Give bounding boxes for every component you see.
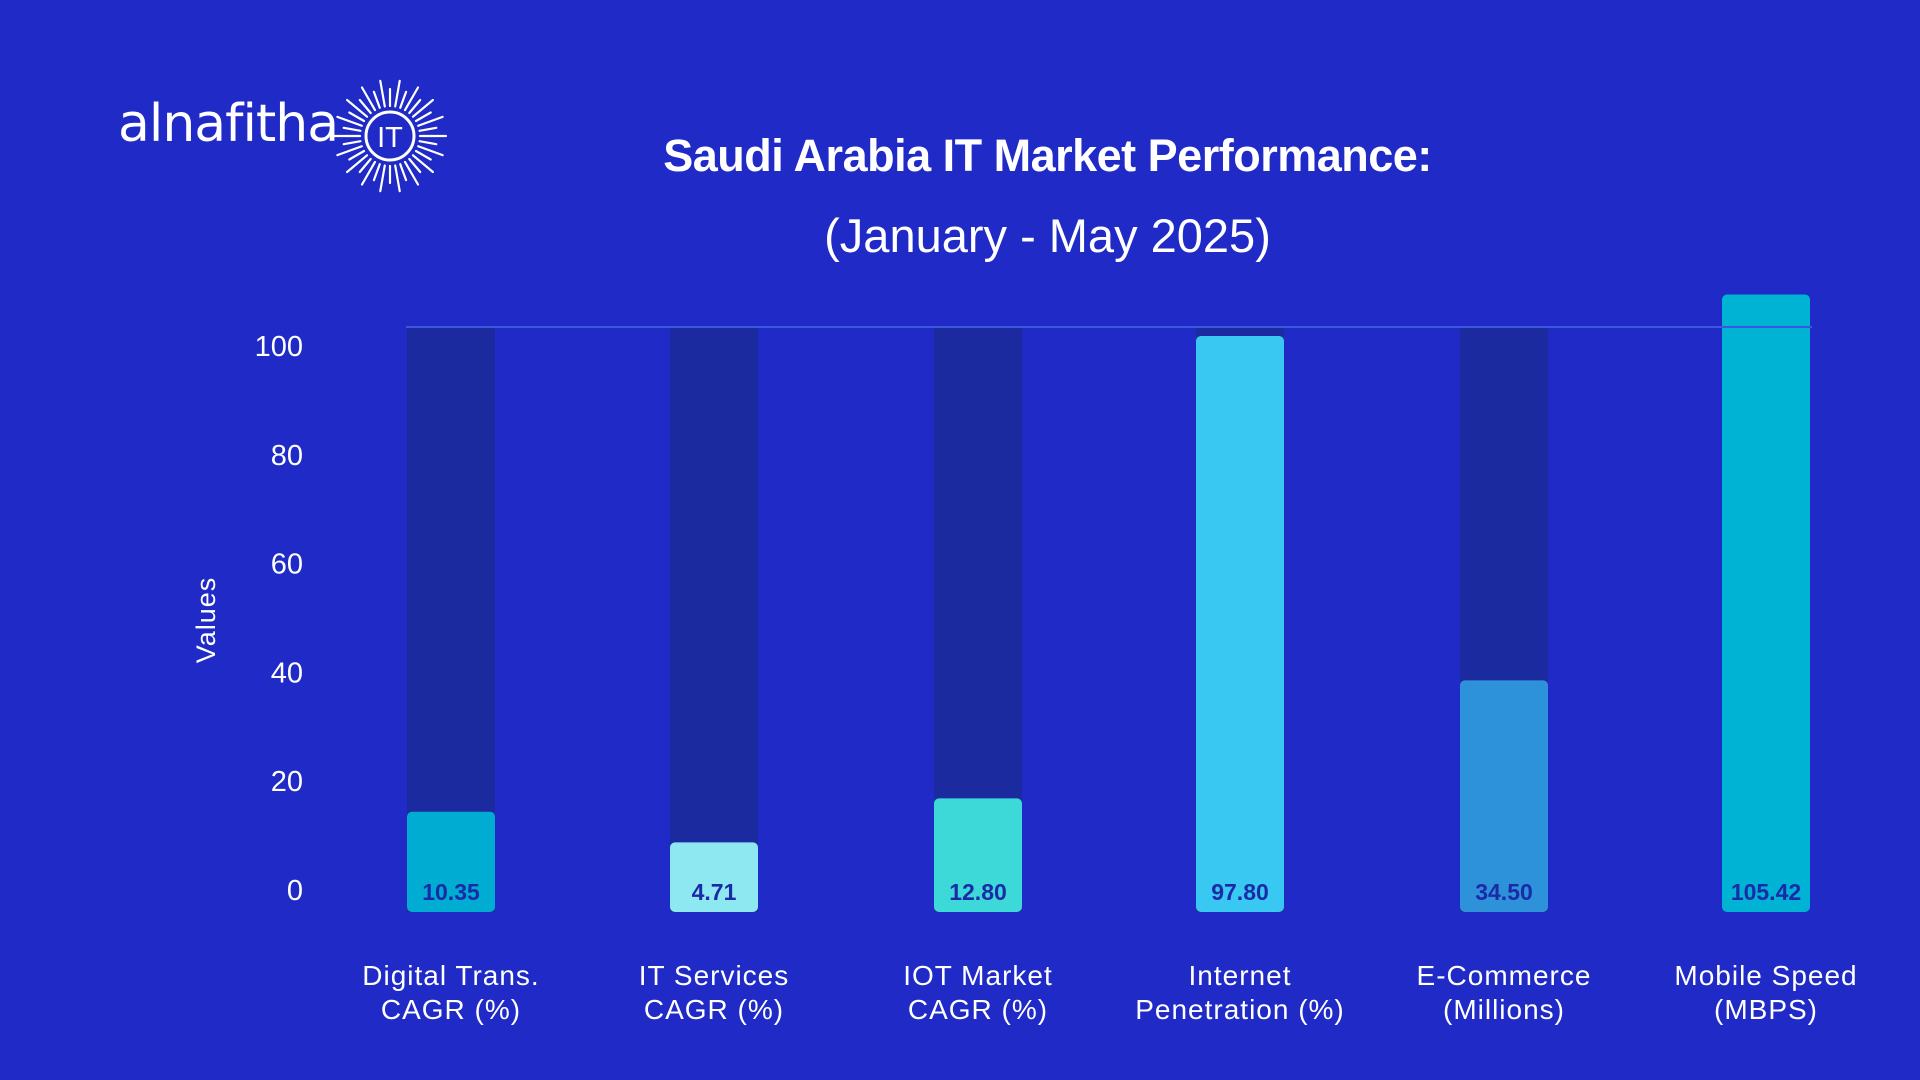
brand-badge: IT bbox=[377, 122, 403, 154]
x-tick-label: E-Commerce (Millions) bbox=[1417, 960, 1592, 1025]
x-tick-label: Internet Penetration (%) bbox=[1135, 960, 1345, 1025]
data-label: 12.80 bbox=[949, 879, 1007, 905]
y-tick-label: 80 bbox=[271, 440, 303, 472]
chart-subtitle: (January - May 2025) bbox=[824, 209, 1271, 262]
y-tick-label: 100 bbox=[255, 331, 303, 363]
bar[interactable] bbox=[1196, 335, 1284, 912]
y-tick-label: 60 bbox=[271, 549, 303, 581]
data-label: 4.71 bbox=[692, 879, 737, 905]
brand-wordmark: alnafitha bbox=[118, 94, 339, 154]
y-tick-label: 20 bbox=[271, 766, 303, 798]
x-tick-label: IOT Market CAGR (%) bbox=[903, 960, 1053, 1025]
bar[interactable] bbox=[934, 798, 1022, 912]
bar[interactable] bbox=[1460, 680, 1548, 912]
sunburst-icon: IT bbox=[332, 79, 448, 193]
bar[interactable] bbox=[670, 842, 758, 912]
bar[interactable] bbox=[1722, 294, 1810, 912]
bar[interactable] bbox=[407, 811, 495, 912]
brand-logo: alnafitha IT bbox=[118, 78, 458, 193]
x-tick-label: Mobile Speed (MBPS) bbox=[1674, 960, 1857, 1025]
data-label: 97.80 bbox=[1211, 879, 1269, 905]
chart-title: Saudi Arabia IT Market Performance: bbox=[663, 130, 1432, 181]
bar-track bbox=[670, 327, 758, 912]
data-label: 10.35 bbox=[422, 879, 480, 905]
x-tick-label: IT Services CAGR (%) bbox=[639, 960, 790, 1025]
y-axis-label: Values bbox=[191, 577, 221, 664]
data-label: 34.50 bbox=[1475, 879, 1533, 905]
x-tick-label: Digital Trans. CAGR (%) bbox=[362, 960, 539, 1025]
data-label: 105.42 bbox=[1731, 879, 1801, 905]
y-tick-label: 0 bbox=[287, 875, 303, 907]
y-tick-label: 40 bbox=[271, 657, 303, 689]
